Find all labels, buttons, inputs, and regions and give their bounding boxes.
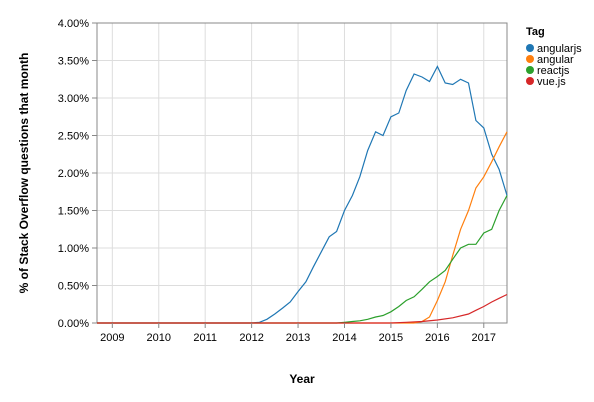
legend-swatch xyxy=(526,77,534,85)
series-line-angular xyxy=(97,131,508,324)
legend-swatch xyxy=(526,55,534,63)
x-tick-label: 2012 xyxy=(239,332,263,344)
y-tick-label: 0.00% xyxy=(58,318,89,330)
x-tick-label: 2017 xyxy=(472,332,496,344)
x-tick-label: 2014 xyxy=(332,332,356,344)
series-line-vue-js xyxy=(97,293,508,324)
y-tick-label: 4.00% xyxy=(58,18,89,30)
series-line-angularjs xyxy=(97,65,508,324)
legend-label: vue.js xyxy=(537,76,566,88)
y-tick-label: 3.00% xyxy=(58,93,89,105)
grid xyxy=(97,22,507,324)
y-tick-label: 1.50% xyxy=(58,206,89,218)
axis-ticks: 2009 2010 2011 2012 2013 2014 2015 2016 2017 0.00… xyxy=(58,18,496,344)
x-tick-label: 2009 xyxy=(100,332,124,344)
series-lines xyxy=(97,65,508,324)
series-line-reactjs xyxy=(97,195,508,324)
y-tick-label: 2.50% xyxy=(58,131,89,143)
x-tick-label: 2016 xyxy=(425,332,449,344)
y-tick-label: 3.50% xyxy=(58,56,89,68)
legend-label: reactjs xyxy=(537,65,570,77)
y-tick-label: 1.00% xyxy=(58,243,89,255)
legend-swatch xyxy=(526,66,534,74)
x-tick-label: 2011 xyxy=(193,332,217,344)
legend-label: angular xyxy=(537,54,574,66)
legend-swatch xyxy=(526,44,534,52)
x-axis-title: Year xyxy=(289,372,315,386)
x-tick-label: 2010 xyxy=(147,332,171,344)
y-tick-label: 2.00% xyxy=(58,168,89,180)
legend-label: angularjs xyxy=(537,43,582,55)
x-tick-label: 2015 xyxy=(379,332,403,344)
legend-title: Tag xyxy=(526,26,545,38)
y-tick-label: 0.50% xyxy=(58,281,89,293)
y-axis-title: % of Stack Overflow questions that month xyxy=(17,53,31,294)
x-tick-label: 2013 xyxy=(286,332,310,344)
